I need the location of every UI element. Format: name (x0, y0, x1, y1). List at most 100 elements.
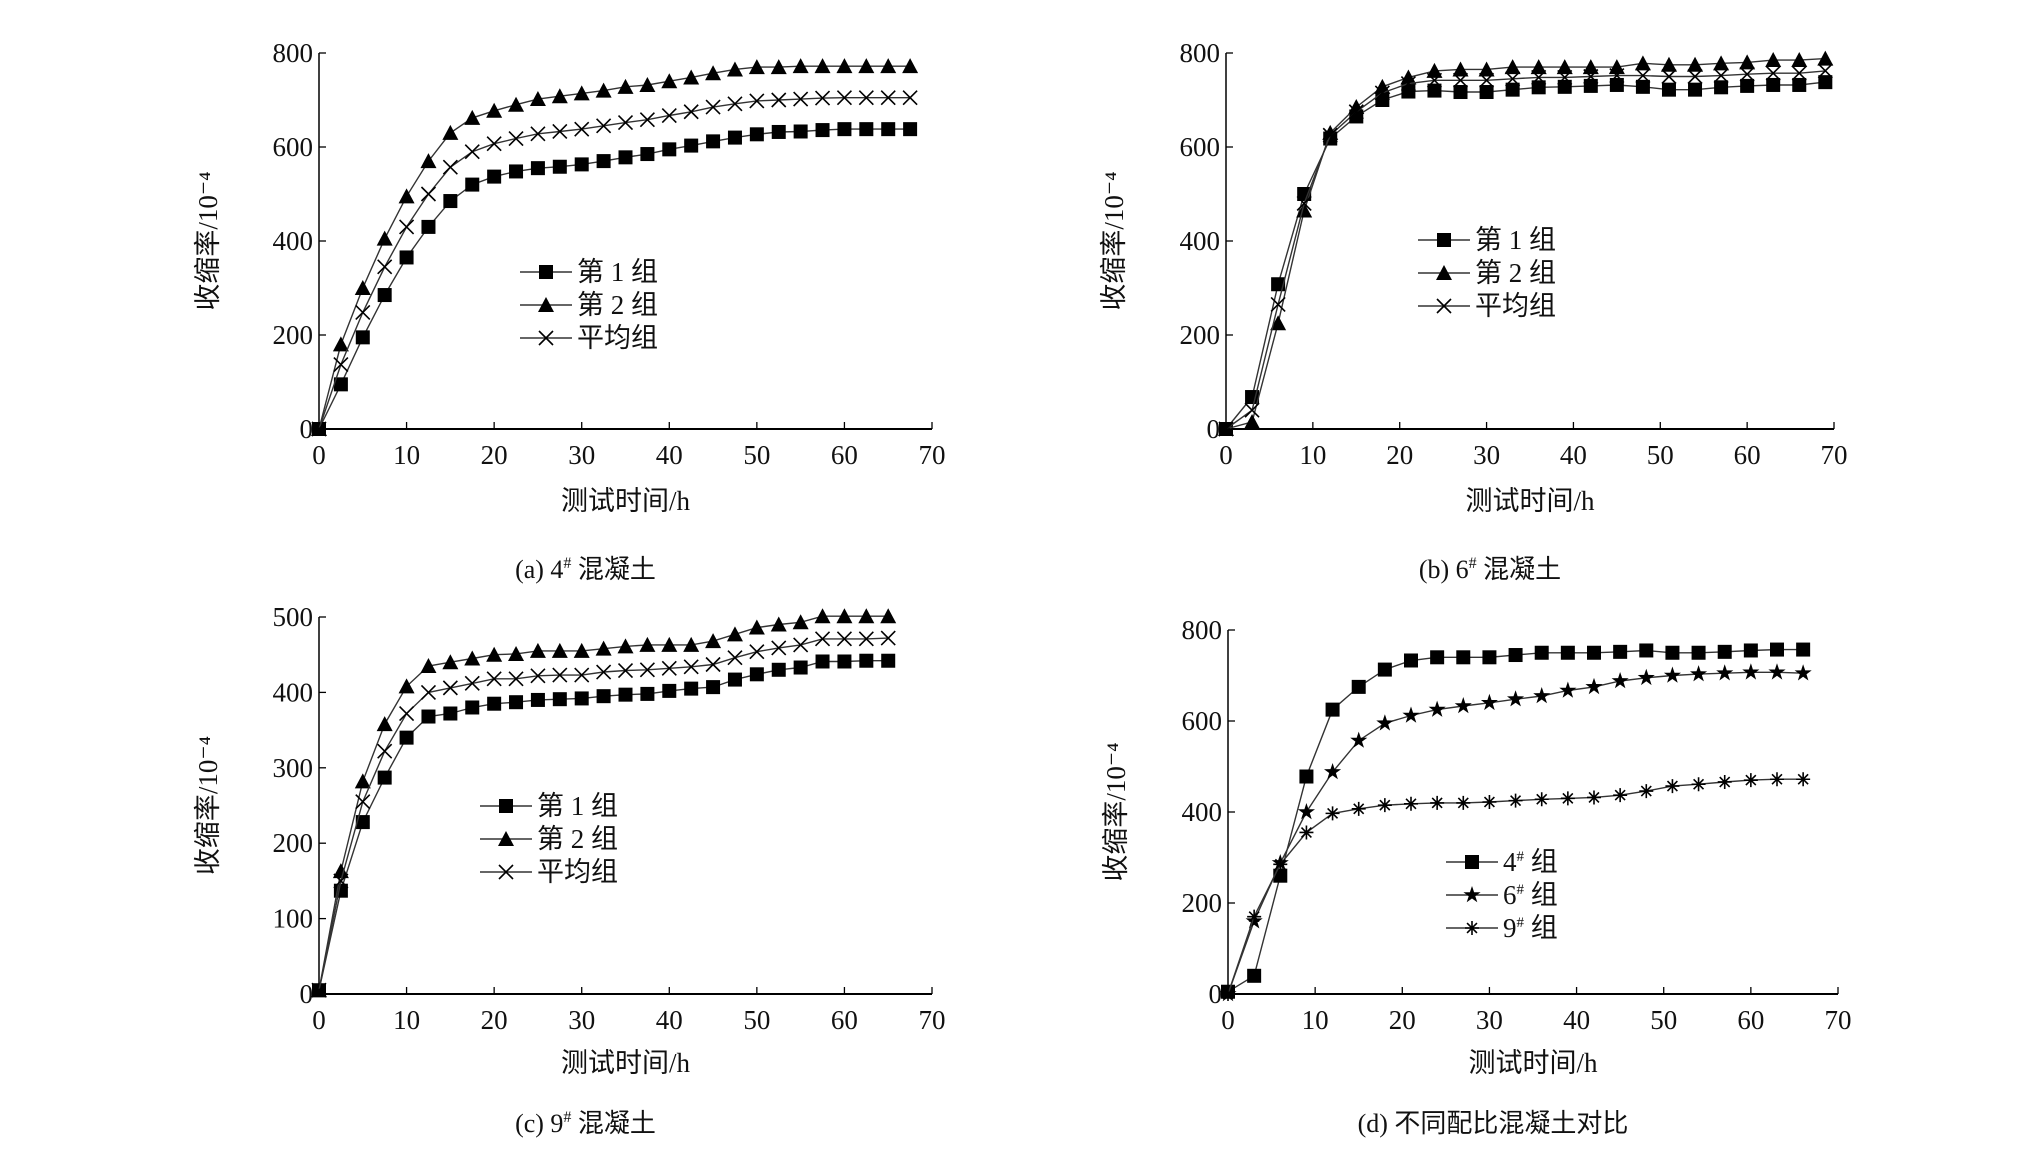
caption-superscript: # (1469, 555, 1477, 572)
data-point (1739, 66, 1755, 82)
series-3 (1221, 772, 1811, 1001)
series-1 (1219, 75, 1833, 436)
data-point (420, 658, 437, 674)
data-point (376, 716, 393, 732)
legend-marker (1463, 886, 1481, 903)
data-point (509, 695, 524, 710)
caption-prefix: (d) 不同配比混凝土对比 (1358, 1109, 1629, 1138)
legend-item: 第 1 组 (520, 257, 658, 287)
data-point (726, 61, 743, 77)
data-point (1608, 59, 1625, 75)
legend-item: 平均组 (1418, 291, 1556, 321)
panel-caption: (a) 4# 混凝土 (515, 555, 656, 584)
data-point (1587, 790, 1601, 805)
x-tick-label: 40 (656, 1005, 683, 1035)
data-point (793, 660, 808, 675)
data-point (661, 660, 677, 676)
data-point (1427, 83, 1442, 98)
data-point (1691, 777, 1706, 792)
data-point (815, 123, 830, 138)
x-axis-label: 测试时间/h (1465, 486, 1595, 516)
data-point (617, 78, 634, 94)
data-point (903, 122, 918, 137)
data-point (705, 656, 721, 673)
data-point (442, 680, 458, 696)
data-point (442, 159, 458, 175)
data-point (1296, 195, 1312, 211)
x-tick-label: 0 (312, 440, 326, 470)
caption-prefix: (a) 4 (515, 555, 563, 584)
data-point (793, 124, 808, 139)
x-tick-label: 40 (656, 440, 683, 470)
x-tick-label: 50 (743, 1005, 770, 1035)
data-point (1716, 664, 1734, 681)
data-point (1221, 987, 1235, 1001)
y-axis-label: 收缩率/10⁻⁴ (193, 736, 223, 875)
data-point (399, 730, 414, 745)
data-point (1531, 80, 1546, 95)
caption-rest: 混凝土 (1477, 555, 1562, 584)
y-tick-label: 800 (273, 38, 314, 68)
data-point (355, 330, 370, 345)
series-2 (311, 608, 897, 998)
y-axis-label: 收缩率/10⁻⁴ (193, 171, 223, 310)
data-point (1270, 296, 1286, 313)
y-tick-label: 800 (1180, 38, 1221, 68)
data-point (859, 653, 874, 668)
data-point (726, 626, 743, 642)
legend-marker (1437, 233, 1451, 247)
data-point (793, 637, 809, 653)
x-tick-label: 30 (1476, 1005, 1503, 1035)
data-point (902, 90, 918, 106)
data-point (705, 99, 721, 115)
data-point (1348, 99, 1365, 115)
y-tick-label: 0 (300, 414, 314, 444)
legend-superscript: # (1517, 849, 1525, 865)
x-tick-label: 50 (1650, 1005, 1677, 1035)
data-point (398, 678, 415, 694)
data-point (814, 608, 831, 624)
data-point (1480, 693, 1498, 711)
data-point (464, 144, 480, 160)
data-point (858, 631, 874, 647)
data-point (683, 659, 699, 675)
legend-marker (1465, 855, 1479, 869)
data-point (859, 122, 874, 137)
data-point (420, 186, 437, 202)
legend-label: 第 1 组 (537, 791, 618, 821)
x-axis-label: 测试时间/h (1468, 1048, 1598, 1078)
series-2 (311, 58, 919, 436)
legend-marker (1436, 298, 1452, 314)
data-point (1404, 653, 1418, 668)
data-point (814, 631, 831, 647)
data-point (836, 90, 852, 106)
data-point (1322, 127, 1338, 143)
caption-prefix: (b) 6 (1419, 555, 1469, 584)
data-point (1296, 202, 1313, 218)
data-point (1559, 681, 1577, 698)
data-point (1377, 798, 1392, 813)
data-point (529, 91, 546, 107)
data-point (661, 636, 678, 652)
x-tick-label: 30 (1473, 440, 1500, 470)
data-point (1324, 763, 1342, 780)
data-point (1635, 79, 1650, 94)
data-point (1533, 687, 1551, 704)
legend-item: 第 2 组 (1418, 258, 1556, 288)
data-point (639, 112, 655, 128)
x-tick-label: 60 (831, 1005, 858, 1035)
data-point (1639, 643, 1654, 658)
data-point (421, 219, 436, 234)
data-point (771, 92, 787, 108)
data-point (508, 96, 525, 112)
panel-c: 0 10 20 30 40 50 60 70 0 100 200 300 400 500 测试时间/h 收缩率… (193, 602, 946, 1138)
data-point (420, 153, 437, 169)
y-tick-label: 400 (1182, 797, 1223, 827)
legend-marker (1465, 921, 1479, 935)
data-point (596, 664, 612, 680)
x-tick-label: 10 (393, 1005, 420, 1035)
legend-superscript: # (1517, 915, 1525, 931)
caption-rest: 混凝土 (571, 555, 656, 584)
data-point (858, 90, 874, 106)
data-point (770, 59, 787, 75)
